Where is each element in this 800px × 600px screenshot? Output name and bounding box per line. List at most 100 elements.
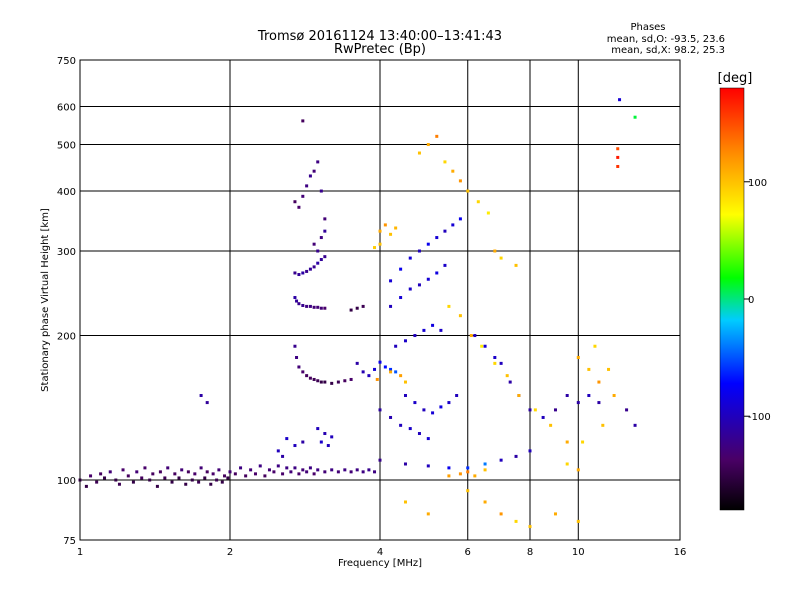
- o-mode-point: [439, 328, 443, 332]
- o-mode-point: [84, 484, 88, 488]
- o-mode-point: [316, 468, 320, 472]
- o-mode-point: [330, 435, 334, 439]
- o-mode-point: [330, 468, 334, 472]
- o-mode-point: [435, 236, 439, 240]
- o-mode-point: [403, 462, 407, 466]
- o-mode-point: [249, 468, 253, 472]
- o-mode-point: [431, 323, 435, 327]
- o-mode-point: [308, 267, 312, 271]
- o-mode-point: [373, 470, 377, 474]
- o-mode-point: [312, 169, 316, 173]
- x-mode-point: [517, 394, 521, 398]
- o-mode-point: [431, 411, 435, 415]
- o-mode-point: [121, 468, 125, 472]
- o-mode-point: [439, 405, 443, 409]
- o-mode-point: [258, 464, 262, 468]
- o-mode-point: [413, 401, 417, 405]
- phases-line-o: mean, sd,O: -93.5, 23.6: [607, 34, 725, 45]
- o-mode-point: [323, 306, 327, 310]
- y-tick-label: 100: [57, 476, 76, 487]
- o-mode-point: [394, 370, 398, 374]
- x-mode-point: [493, 361, 497, 365]
- o-mode-point: [403, 339, 407, 343]
- o-mode-point: [297, 273, 301, 277]
- o-mode-point: [319, 380, 323, 384]
- o-mode-point: [199, 466, 203, 470]
- x-mode-point: [601, 423, 605, 427]
- o-mode-point: [326, 444, 330, 448]
- o-mode-point: [126, 474, 130, 478]
- o-mode-point: [361, 370, 365, 374]
- o-mode-point: [148, 478, 152, 482]
- o-mode-point: [305, 470, 309, 474]
- o-mode-point: [343, 379, 347, 383]
- o-mode-point: [336, 380, 340, 384]
- o-mode-point: [281, 472, 285, 476]
- o-mode-point: [323, 255, 327, 259]
- o-mode-point: [417, 249, 421, 253]
- o-mode-point: [383, 365, 387, 369]
- o-mode-point: [483, 344, 487, 348]
- o-mode-point: [319, 236, 323, 240]
- o-mode-point: [316, 160, 320, 164]
- chart-title: Tromsø 20161124 13:40:00–13:41:43: [257, 29, 502, 44]
- x-mode-point: [565, 440, 569, 444]
- o-mode-point: [319, 258, 323, 262]
- o-mode-point: [114, 478, 118, 482]
- o-mode-point: [355, 468, 359, 472]
- o-mode-point: [312, 265, 316, 269]
- x-mode-point: [435, 134, 439, 138]
- o-mode-point: [426, 242, 430, 246]
- o-mode-point: [422, 328, 426, 332]
- o-mode-point: [443, 229, 447, 233]
- x-mode-point: [581, 440, 585, 444]
- colorbar-label: [deg]: [718, 71, 753, 86]
- o-mode-point: [184, 482, 188, 486]
- x-mode-point: [476, 200, 480, 204]
- o-mode-point: [408, 287, 412, 291]
- o-mode-point: [316, 249, 320, 253]
- o-mode-point: [190, 478, 194, 482]
- x-mode-point: [514, 519, 518, 523]
- y-axis-label: Stationary phase Virtual Height [km]: [40, 208, 51, 392]
- o-mode-point: [177, 476, 181, 480]
- o-mode-point: [541, 415, 545, 419]
- x-mode-point: [447, 304, 451, 308]
- x-mode-point: [389, 370, 393, 374]
- o-mode-point: [205, 401, 209, 405]
- o-mode-point: [422, 408, 426, 412]
- o-mode-point: [301, 440, 305, 444]
- x-tick-label: 10: [572, 547, 585, 558]
- x-mode-point: [633, 115, 637, 119]
- o-mode-point: [330, 381, 334, 385]
- x-tick-labels: 1 2 4 6 8 10 16: [77, 547, 687, 558]
- x-mode-point: [480, 344, 484, 348]
- o-mode-point: [220, 480, 224, 484]
- o-mode-point: [117, 482, 121, 486]
- o-mode-point: [451, 223, 455, 227]
- x-mode-point: [375, 377, 379, 381]
- x-mode-point: [458, 472, 462, 476]
- x-mode-point: [593, 344, 597, 348]
- x-mode-point: [616, 164, 620, 168]
- o-mode-point: [625, 408, 629, 412]
- y-tick-labels: 75 100 200 300 400 500 600 750: [57, 56, 76, 547]
- o-mode-point: [576, 401, 580, 405]
- x-mode-point: [576, 519, 580, 523]
- x-mode-point: [597, 380, 601, 384]
- o-mode-point: [108, 470, 112, 474]
- o-mode-point: [565, 394, 569, 398]
- x-mode-point: [458, 314, 462, 318]
- o-mode-point: [301, 119, 305, 123]
- o-mode-point: [276, 449, 280, 453]
- o-mode-point: [272, 470, 276, 474]
- x-mode-point: [616, 147, 620, 151]
- x-mode-point: [553, 512, 557, 516]
- o-mode-point: [499, 361, 503, 365]
- o-mode-point: [417, 283, 421, 287]
- o-mode-point: [355, 306, 359, 310]
- o-mode-point: [499, 458, 503, 462]
- o-mode-point: [305, 304, 309, 308]
- o-mode-point: [528, 408, 532, 412]
